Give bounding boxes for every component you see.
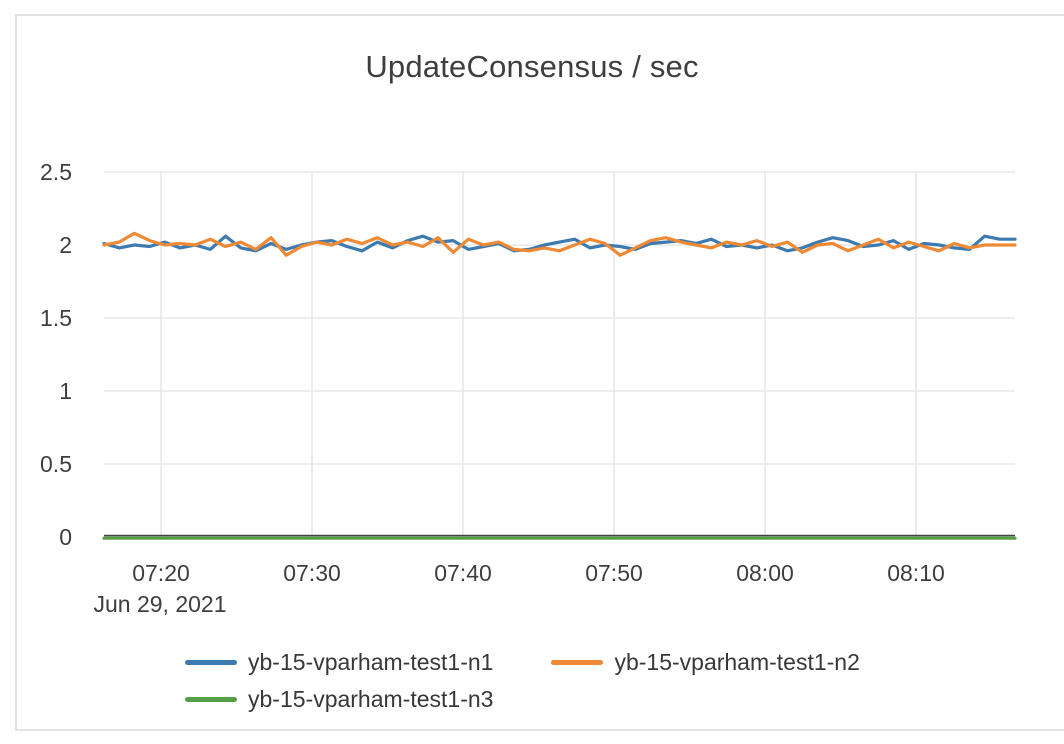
legend-label: yb-15-vparham-test1-n2 <box>614 649 860 675</box>
chart-title: UpdateConsensus / sec <box>365 49 699 84</box>
x-tick-label: 08:10 <box>887 560 945 586</box>
series-line-yb-15-vparham-test1-n2[interactable] <box>102 231 1017 257</box>
legend-item-n2[interactable]: yb-15-vparham-test1-n2 <box>551 648 860 676</box>
x-tick-label: 07:30 <box>283 560 341 586</box>
y-tick-label: 2 <box>59 232 72 258</box>
legend-line-swatch-green <box>185 696 237 702</box>
chart-legend: yb-15-vparham-test1-n1 yb-15-vparham-tes… <box>185 648 965 713</box>
x-tick-label: 07:20 <box>132 560 190 586</box>
x-tick-label: 07:50 <box>585 560 643 586</box>
y-tick-label: 0 <box>59 524 72 550</box>
legend-item-n3[interactable]: yb-15-vparham-test1-n3 <box>185 685 493 713</box>
legend-item-n1[interactable]: yb-15-vparham-test1-n1 <box>185 648 493 676</box>
x-tick-label: 07:40 <box>434 560 492 586</box>
legend-label: yb-15-vparham-test1-n1 <box>248 649 494 675</box>
chart-card <box>15 14 1064 731</box>
x-tick-label: 08:00 <box>736 560 794 586</box>
y-tick-label: 1.5 <box>40 305 72 331</box>
legend-line-swatch-orange <box>551 659 604 665</box>
legend-label: yb-15-vparham-test1-n3 <box>248 686 494 712</box>
legend-line-swatch-blue <box>185 659 237 665</box>
x-axis-date-label: Jun 29, 2021 <box>93 591 227 617</box>
y-tick-label: 2.5 <box>40 159 72 185</box>
y-tick-label: 0.5 <box>40 451 72 477</box>
y-tick-label: 1 <box>59 378 72 404</box>
